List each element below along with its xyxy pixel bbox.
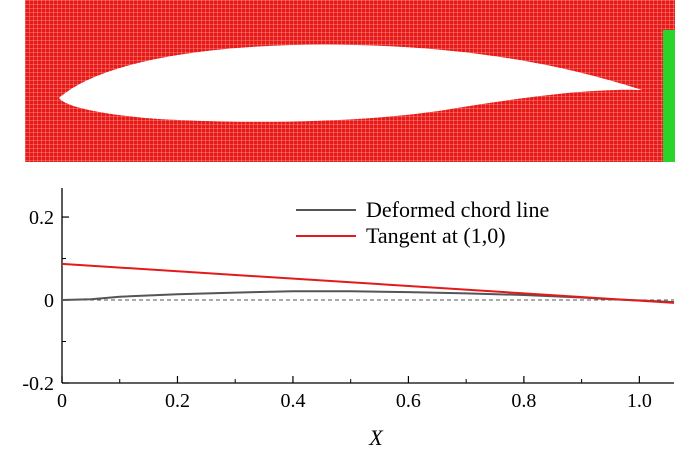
chart-area: 0 0.2 0.4 0.6 0.8 1.00.20-0.2 Deformed chord … [22,188,675,450]
axis-layer: 0 0.2 0.4 0.6 0.8 1.00.20-0.2 [22,188,674,412]
outer-boundary-strip [663,30,675,162]
series-layer [61,262,675,304]
x-tick-label: 0.4 [280,390,305,412]
airfoil-mesh-graphic [25,0,675,162]
x-tick-label: 0 [57,390,67,412]
chord-line-plot: 0 0.2 0.4 0.6 0.8 1.0 0.2 0 -0.2 Deformed chord … [0,162,700,450]
y-tick-label: -0.2 [22,373,54,395]
airfoil-shape [59,44,642,122]
x-tick-label: 0.8 [511,390,536,412]
y-tick-label: 0 [44,290,54,312]
x-axis-title: X [368,425,384,449]
series-line-tangent [61,262,675,304]
x-tick-label: 0.2 [165,390,190,412]
legend-label: Tangent at (1,0) [366,223,506,248]
x-tick-label: 0.6 [396,390,421,412]
x-tick-label: 1.0 [627,390,652,412]
y-tick-label: 0.2 [29,207,54,229]
airfoil-mesh-panel [25,0,675,162]
legend-label: Deformed chord line [366,197,549,222]
